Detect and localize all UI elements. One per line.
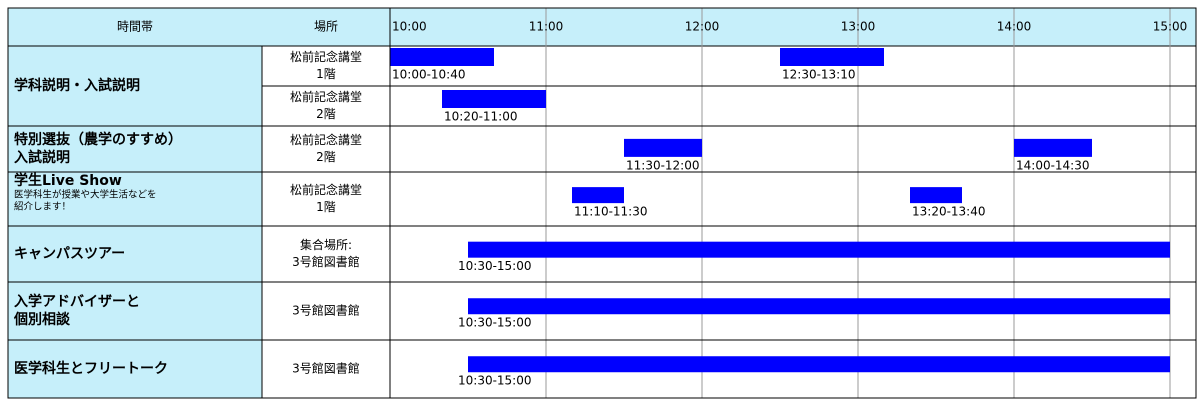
program-name: 特別選抜（農学のすすめ） — [14, 131, 182, 148]
venue-label: 松前記念講堂 — [290, 49, 362, 64]
bar-label: 11:30-12:00 — [626, 158, 700, 172]
bar — [910, 187, 962, 204]
table-border — [7, 7, 1197, 399]
program-cell — [7, 225, 263, 283]
program-name: 学科説明・入試説明 — [14, 77, 140, 94]
venue-label: 3号館図書館 — [292, 303, 360, 318]
program-name: キャンパスツアー — [14, 246, 125, 262]
program-name: 医学科生とフリートーク — [14, 360, 168, 377]
bar-label: 10:30-15:00 — [458, 259, 532, 273]
bar-label: 12:30-13:10 — [782, 68, 856, 82]
header-cell — [389, 7, 1197, 47]
header-label: 場所 — [314, 20, 338, 34]
venue-cell — [261, 125, 391, 173]
bar — [468, 356, 1170, 373]
program-note: 紹介します！ — [14, 201, 71, 213]
program-cell — [7, 171, 263, 227]
program-note: 医学科生が授業や大学生活などを — [14, 189, 157, 201]
venue-cell — [261, 225, 391, 283]
x-tick-label: 13:00 — [841, 20, 876, 34]
x-tick-label: 15:00 — [1153, 20, 1188, 34]
venue-label: 松前記念講堂 — [290, 132, 362, 147]
venue-label: 3号館図書館 — [292, 361, 360, 376]
venue-label: 2階 — [316, 149, 336, 164]
x-tick-label: 10:00 — [392, 20, 427, 34]
venue-label: 2階 — [316, 106, 336, 121]
bar-label: 10:30-15:00 — [458, 316, 532, 330]
bar — [390, 48, 494, 66]
venue-cell — [261, 85, 391, 127]
bar — [468, 241, 1170, 258]
bar-label: 10:20-11:00 — [444, 110, 518, 124]
venue-label: 1階 — [316, 66, 336, 81]
venue-label: 1階 — [316, 199, 336, 214]
venue-label: 3号館図書館 — [292, 254, 360, 269]
x-tick-label: 12:00 — [685, 20, 720, 34]
bar — [1014, 138, 1092, 157]
venue-label: 松前記念講堂 — [290, 182, 362, 197]
bar — [572, 187, 624, 204]
x-tick-label: 11:00 — [529, 20, 564, 34]
venue-label: 集合場所: — [300, 237, 352, 252]
bar-label: 13:20-13:40 — [912, 205, 986, 219]
venue-label: 松前記念講堂 — [290, 89, 362, 104]
venue-cell — [261, 339, 391, 399]
program-name: 個別相談 — [13, 311, 71, 328]
bar — [624, 138, 702, 157]
header-cell — [7, 7, 391, 47]
program-name: 入学アドバイザーと — [14, 293, 140, 310]
bar — [442, 90, 546, 108]
bar — [468, 298, 1170, 315]
bar-label: 14:00-14:30 — [1016, 158, 1090, 172]
bar-label: 11:10-11:30 — [574, 205, 648, 219]
program-name: 学生Live Show — [14, 172, 122, 189]
program-cell — [7, 281, 263, 341]
header-label: 時間帯 — [117, 20, 153, 34]
venue-cell — [261, 171, 391, 227]
x-tick-label: 14:00 — [997, 20, 1032, 34]
bar — [780, 48, 884, 66]
venue-cell — [261, 281, 391, 341]
bar-label: 10:30-15:00 — [458, 374, 532, 388]
program-name: 入試説明 — [14, 149, 70, 166]
bar-label: 10:00-10:40 — [392, 68, 466, 82]
program-cell — [7, 339, 263, 399]
